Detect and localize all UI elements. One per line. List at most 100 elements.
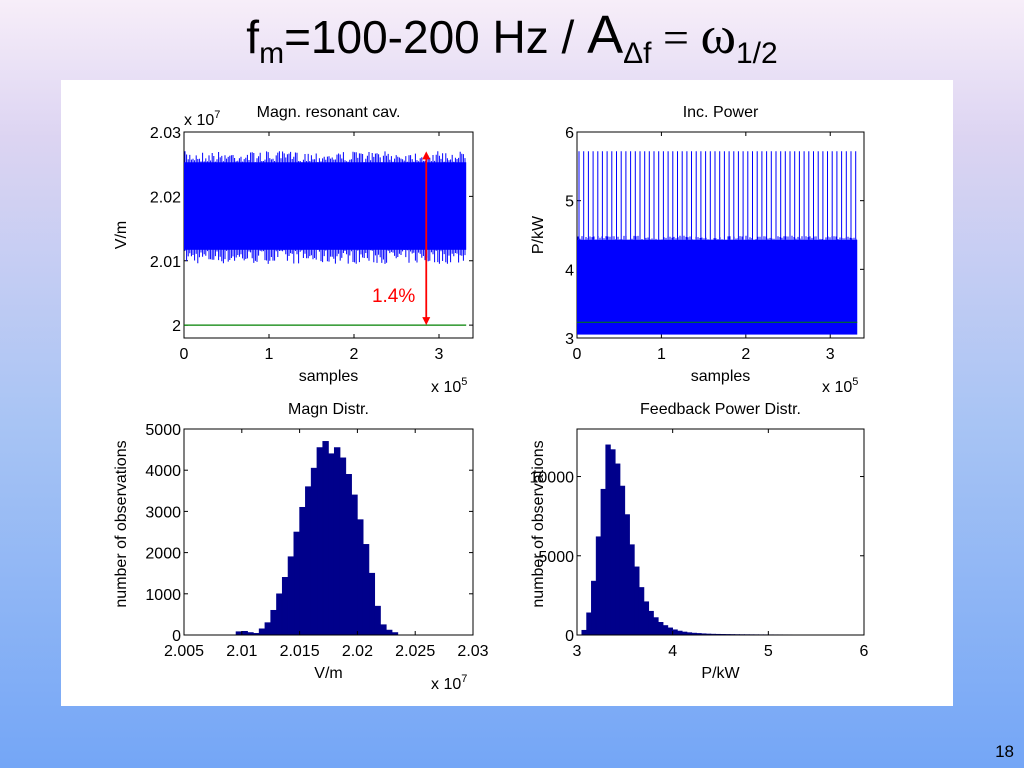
chart3-bar [368, 572, 376, 636]
title-f: f [246, 11, 260, 63]
title-omega: ω [700, 5, 736, 65]
chart1-xlabel: samples [299, 368, 359, 385]
title-sub-m: m [259, 37, 285, 70]
chart3-ylabel: number of observations [113, 440, 130, 607]
chart4-bar [595, 536, 602, 636]
chart1-ytick-label: 2.03 [150, 125, 181, 142]
chart4-bar [591, 580, 597, 636]
chart4-bar [586, 612, 592, 636]
chart1-xtick-label: 3 [435, 346, 444, 363]
chart4-bar [672, 629, 678, 636]
chart4-ytick-label: 10000 [530, 470, 575, 487]
chart1-title: Magn. resonant cav. [257, 104, 401, 121]
chart4-bar [643, 601, 650, 636]
chart3-xtick-label: 2.025 [395, 643, 435, 660]
chart3-bar [305, 486, 312, 636]
chart4-xtick-label: 4 [668, 643, 677, 660]
chart2-signal-spikes [578, 151, 857, 240]
chart4-ytick-label: 5000 [538, 549, 574, 566]
chart3-bar [333, 447, 341, 636]
chart2-frame [576, 131, 865, 339]
chart3-ytick-label: 5000 [145, 422, 181, 439]
chart4-bar [605, 444, 611, 636]
chart3-ytick-label: 0 [172, 628, 181, 645]
chart3-xtick-label: 2.015 [280, 643, 320, 660]
chart3-frame [183, 428, 474, 636]
chart4-title: Feedback Power Distr. [640, 401, 801, 418]
chart1-xtick-label: 0 [180, 346, 189, 363]
chart2-xtick-label: 3 [826, 346, 835, 363]
chart4-xtick-label: 6 [860, 643, 869, 660]
chart3-bar [293, 531, 300, 636]
chart3-bar [374, 605, 381, 636]
chart2-xtick-label: 1 [657, 346, 666, 363]
chart2-xlabel: samples [691, 368, 751, 385]
chart3-title: Magn Distr. [288, 401, 369, 418]
figure-canvas: 0 1 2 3 2 2.01 2.02 2.03 Magn. resonant cav. samp… [113, 104, 869, 693]
chart3-bar [362, 544, 370, 636]
chart3-ytick-label: 3000 [145, 504, 181, 521]
chart4-bar [658, 622, 664, 636]
chart4-bar [629, 544, 635, 636]
chart2-signal-band [577, 239, 858, 335]
chart4-bar [653, 617, 659, 636]
chart3-bar [281, 577, 289, 636]
chart1-ylabel: V/m [113, 221, 130, 249]
chart2-signal-edge [577, 235, 857, 244]
chart1-ytick-label: 2.01 [150, 254, 181, 271]
chart3-bar [322, 441, 329, 636]
slide-number: 18 [995, 742, 1014, 761]
chart3-bar [310, 467, 318, 636]
chart2-ytick-label: 5 [565, 194, 574, 211]
chart3-bar [264, 622, 271, 636]
chart4-bar [614, 463, 621, 636]
chart2-x-exponent: x 105 [822, 376, 858, 396]
chart3-xtick-label: 2.01 [226, 643, 257, 660]
chart1-x-exponent: x 105 [431, 376, 467, 396]
chart4-bar [610, 449, 616, 636]
chart4-bar [667, 627, 673, 636]
title-equals: = [651, 12, 701, 63]
chart1-xtick-label: 1 [265, 346, 274, 363]
title-sub-half: 1/2 [736, 37, 778, 70]
chart1-annotation-arrowhead-bottom [422, 317, 431, 326]
chart1-xtick-label: 2 [350, 346, 359, 363]
chart3-bar [287, 556, 295, 636]
chart1-ytick-label: 2 [172, 318, 181, 335]
chart3-bar [258, 628, 266, 636]
chart1-y-exponent: x 107 [184, 109, 220, 129]
slide-title: fm=100-200 Hz / AΔf = ω1/2 [0, 4, 1024, 85]
chart3-ytick-label: 1000 [145, 587, 181, 604]
chart4-bar [648, 610, 654, 636]
chart4-frame [576, 428, 865, 636]
chart3-xtick-label: 2.03 [457, 643, 488, 660]
chart1-signal-series [184, 151, 466, 264]
chart1-annotation-arrowhead-top [422, 151, 431, 160]
chart4-bar [581, 629, 587, 636]
chart4-xlabel: P/kW [701, 665, 740, 682]
chart4-bar [600, 488, 606, 636]
chart3-ytick-label: 4000 [145, 463, 181, 480]
chart3-xtick-label: 2.02 [342, 643, 373, 660]
chart4-ytick-label: 0 [565, 628, 574, 645]
chart3-xlabel: V/m [314, 665, 342, 682]
chart4-bar [624, 514, 630, 636]
chart3-bar [357, 519, 364, 636]
title-sub-delta-f: Δf [623, 37, 652, 70]
chart2-ytick-label: 6 [565, 125, 574, 142]
chart2-ytick-label: 3 [565, 331, 574, 348]
chart4-xtick-label: 5 [764, 643, 773, 660]
title-A: A [587, 5, 624, 65]
chart3-bar [385, 629, 393, 636]
chart2-title: Inc. Power [683, 104, 759, 121]
chart3-bar [380, 624, 387, 636]
chart3-bar [270, 609, 277, 636]
chart4-bar [677, 630, 683, 636]
chart3-bar [328, 453, 335, 636]
chart3-bar [339, 457, 347, 636]
chart2-xtick-label: 0 [573, 346, 582, 363]
figure-panel: 0 1 2 3 2 2.01 2.02 2.03 Magn. resonant cav. samp… [61, 80, 953, 706]
chart4-xtick-label: 3 [573, 643, 582, 660]
chart4-bar [619, 485, 626, 636]
chart3-bar [241, 630, 248, 636]
